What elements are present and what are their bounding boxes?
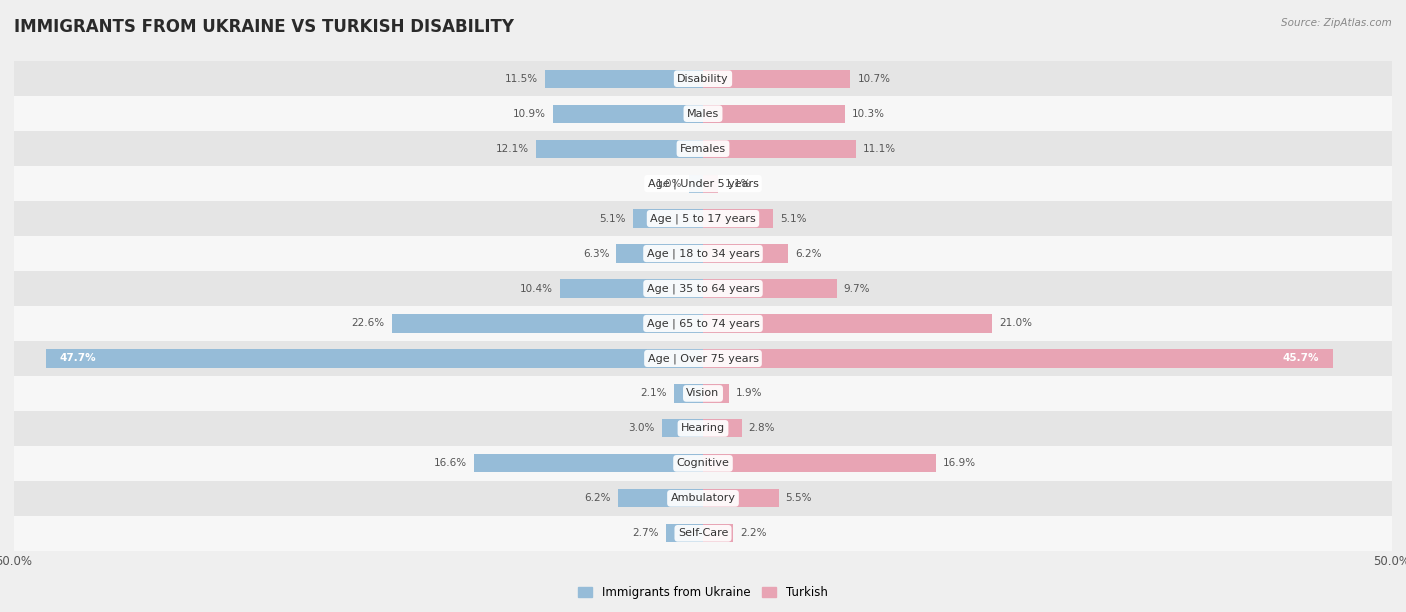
Bar — [703, 244, 789, 263]
Bar — [703, 315, 993, 332]
Text: Age | 5 to 17 years: Age | 5 to 17 years — [650, 214, 756, 224]
Text: Disability: Disability — [678, 73, 728, 84]
Text: Ambulatory: Ambulatory — [671, 493, 735, 503]
Text: 5.1%: 5.1% — [780, 214, 807, 223]
Text: 11.1%: 11.1% — [863, 144, 896, 154]
Bar — [14, 96, 1392, 131]
Bar — [14, 306, 1392, 341]
Bar — [14, 61, 1392, 96]
Bar — [14, 131, 1392, 166]
Text: 3.0%: 3.0% — [628, 424, 655, 433]
Text: 16.6%: 16.6% — [434, 458, 467, 468]
Text: 5.5%: 5.5% — [786, 493, 813, 503]
Bar — [703, 105, 845, 123]
Text: 21.0%: 21.0% — [1000, 318, 1032, 329]
Text: Males: Males — [688, 109, 718, 119]
Text: 12.1%: 12.1% — [496, 144, 530, 154]
Text: 10.9%: 10.9% — [513, 109, 546, 119]
Bar — [703, 70, 851, 88]
Text: 2.7%: 2.7% — [633, 528, 659, 539]
Text: 5.1%: 5.1% — [599, 214, 626, 223]
Text: 6.3%: 6.3% — [583, 248, 609, 258]
Text: 1.0%: 1.0% — [657, 179, 682, 188]
Bar — [14, 271, 1392, 306]
Text: 6.2%: 6.2% — [583, 493, 610, 503]
Text: 2.2%: 2.2% — [740, 528, 766, 539]
Bar — [616, 244, 703, 263]
Bar — [703, 349, 1333, 368]
Text: 11.5%: 11.5% — [505, 73, 537, 84]
Bar — [662, 419, 703, 438]
Bar — [14, 341, 1392, 376]
Bar — [46, 349, 703, 368]
Text: 10.3%: 10.3% — [852, 109, 884, 119]
Bar — [617, 489, 703, 507]
Text: Cognitive: Cognitive — [676, 458, 730, 468]
Legend: Immigrants from Ukraine, Turkish: Immigrants from Ukraine, Turkish — [574, 581, 832, 603]
Text: Age | Under 5 years: Age | Under 5 years — [648, 178, 758, 189]
Bar — [703, 140, 856, 158]
Bar — [703, 419, 741, 438]
Text: Age | 35 to 64 years: Age | 35 to 64 years — [647, 283, 759, 294]
Text: 2.1%: 2.1% — [641, 389, 668, 398]
Bar — [553, 105, 703, 123]
Text: 10.4%: 10.4% — [520, 283, 553, 294]
Text: Source: ZipAtlas.com: Source: ZipAtlas.com — [1281, 18, 1392, 28]
Bar — [560, 280, 703, 297]
Bar — [703, 174, 718, 193]
Text: Hearing: Hearing — [681, 424, 725, 433]
Text: 2.8%: 2.8% — [748, 424, 775, 433]
Text: 47.7%: 47.7% — [59, 354, 96, 364]
Bar — [14, 411, 1392, 446]
Bar — [673, 384, 703, 403]
Text: 1.9%: 1.9% — [737, 389, 762, 398]
Bar — [14, 481, 1392, 516]
Bar — [703, 454, 936, 472]
Text: Age | 65 to 74 years: Age | 65 to 74 years — [647, 318, 759, 329]
Bar — [392, 315, 703, 332]
Bar — [14, 446, 1392, 481]
Text: 16.9%: 16.9% — [943, 458, 976, 468]
Text: 1.1%: 1.1% — [725, 179, 752, 188]
Bar — [544, 70, 703, 88]
Text: 10.7%: 10.7% — [858, 73, 890, 84]
Bar — [689, 174, 703, 193]
Bar — [14, 376, 1392, 411]
Text: Age | Over 75 years: Age | Over 75 years — [648, 353, 758, 364]
Bar — [703, 489, 779, 507]
Text: IMMIGRANTS FROM UKRAINE VS TURKISH DISABILITY: IMMIGRANTS FROM UKRAINE VS TURKISH DISAB… — [14, 18, 515, 36]
Bar — [703, 524, 734, 542]
Bar — [536, 140, 703, 158]
Text: 6.2%: 6.2% — [796, 248, 823, 258]
Bar — [474, 454, 703, 472]
Text: Vision: Vision — [686, 389, 720, 398]
Bar — [14, 201, 1392, 236]
Text: Self-Care: Self-Care — [678, 528, 728, 539]
Text: 45.7%: 45.7% — [1282, 354, 1319, 364]
Bar — [703, 280, 837, 297]
Bar — [703, 384, 730, 403]
Bar — [14, 166, 1392, 201]
Bar — [633, 209, 703, 228]
Bar — [14, 516, 1392, 551]
Bar — [703, 209, 773, 228]
Text: 22.6%: 22.6% — [352, 318, 385, 329]
Text: Females: Females — [681, 144, 725, 154]
Text: 9.7%: 9.7% — [844, 283, 870, 294]
Bar — [666, 524, 703, 542]
Text: Age | 18 to 34 years: Age | 18 to 34 years — [647, 248, 759, 259]
Bar — [14, 236, 1392, 271]
